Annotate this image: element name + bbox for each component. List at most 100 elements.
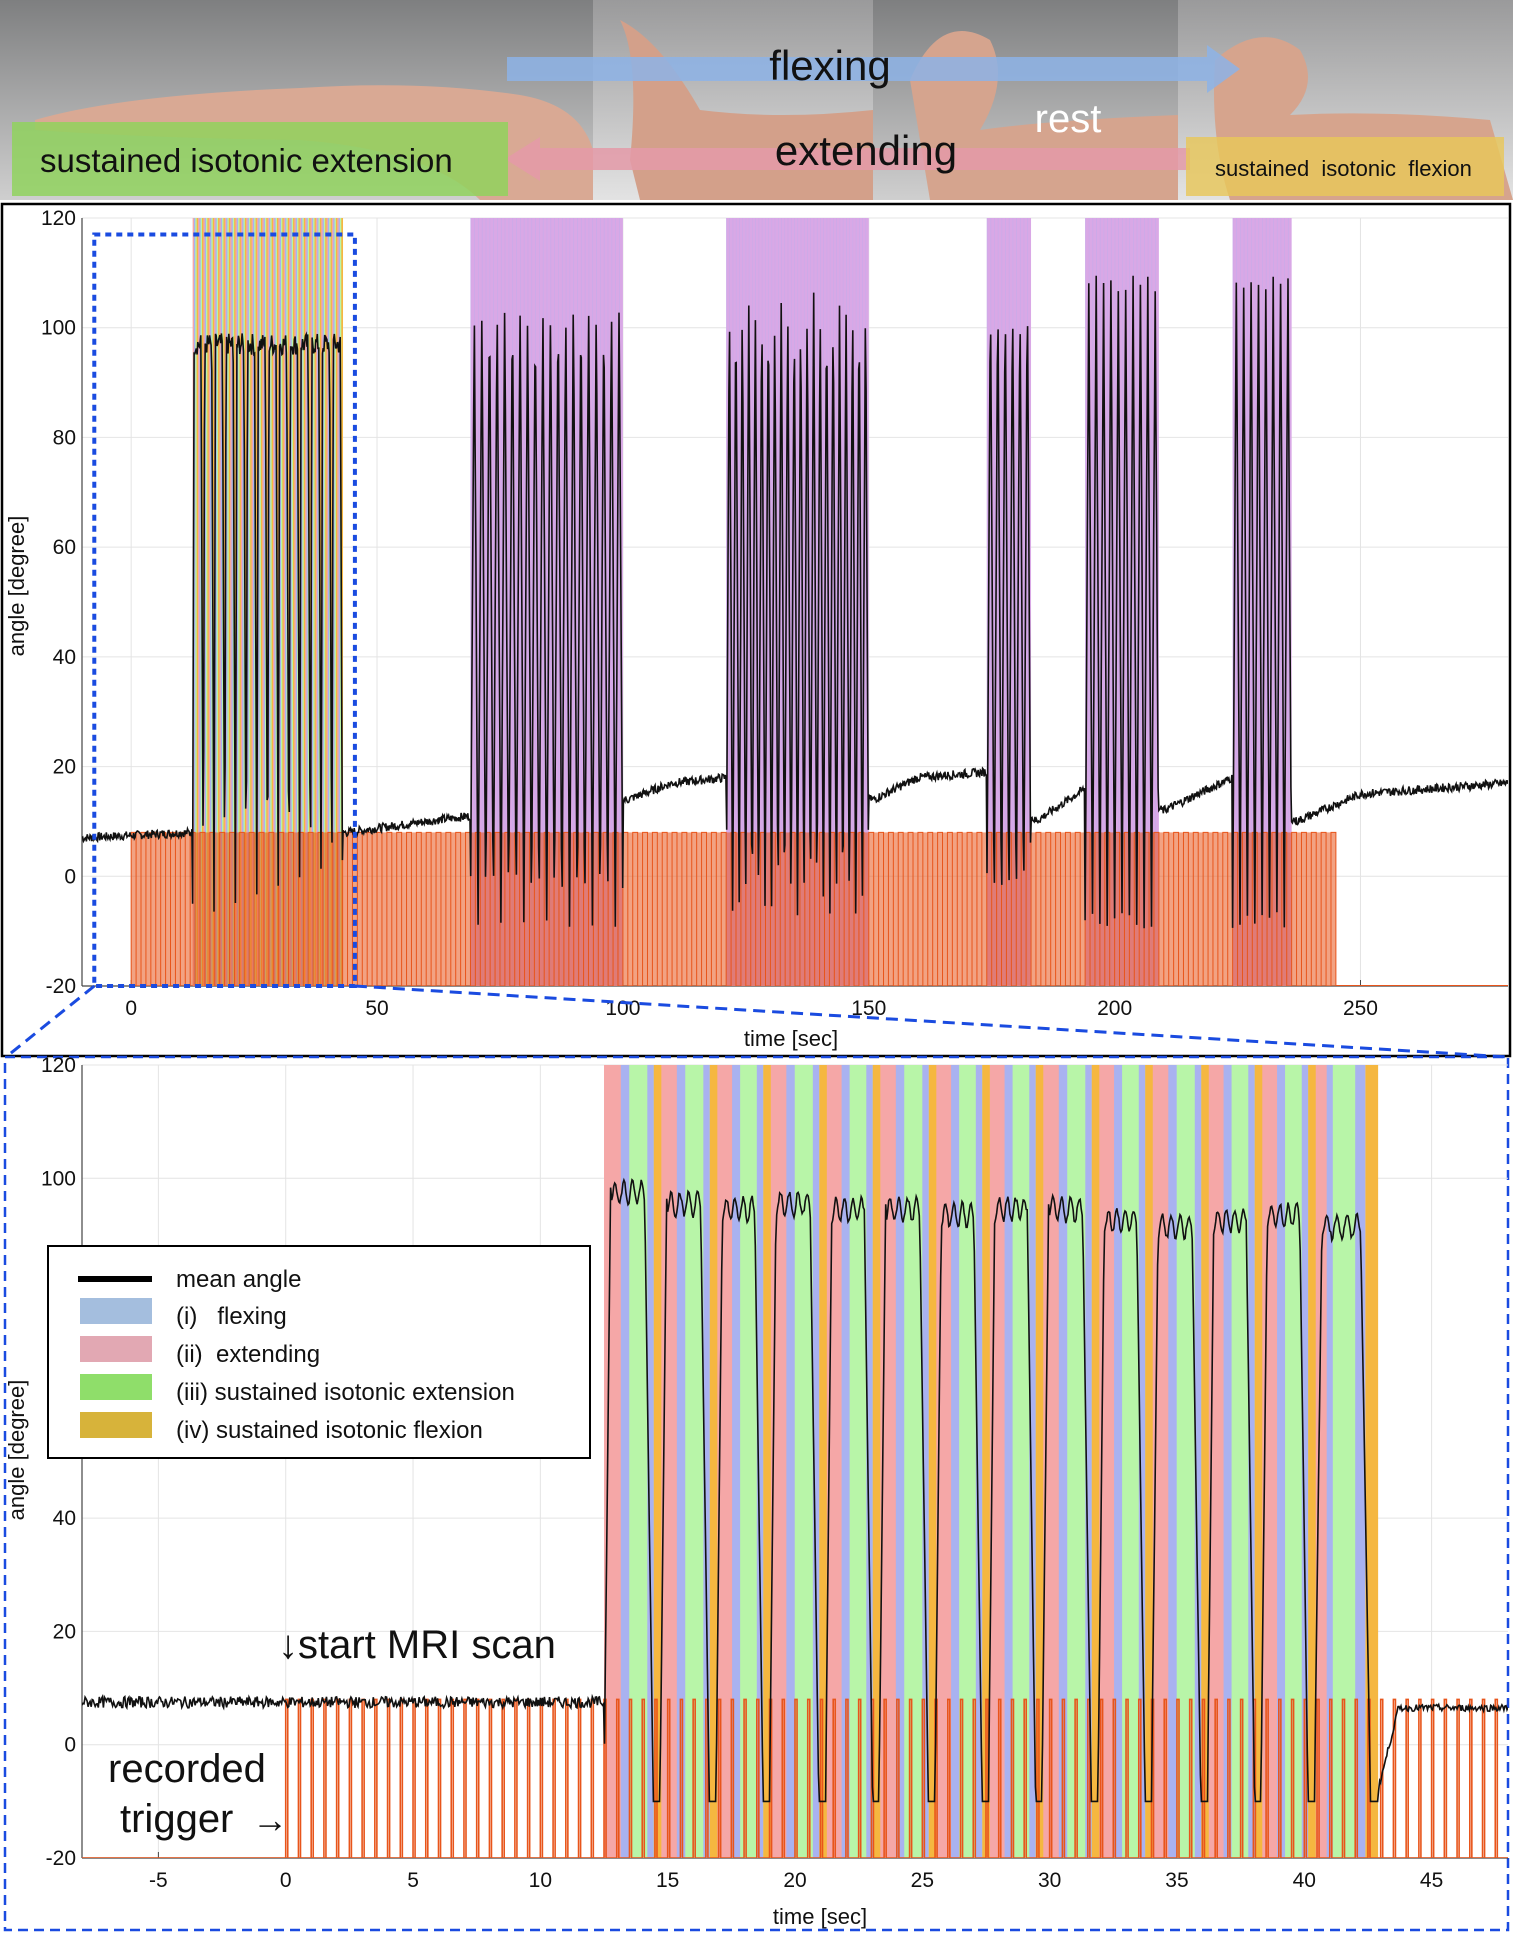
phase-band-flexion (1145, 1065, 1153, 1858)
phase-band (841, 1065, 851, 1858)
phase-stripe (285, 218, 287, 986)
phase-band-flexing (1085, 1065, 1092, 1858)
phase-band-flexing (1301, 1065, 1309, 1858)
phase-stripe (309, 218, 311, 986)
phase-stripe (833, 218, 834, 986)
phase-stripe (810, 218, 811, 986)
phase-stripe (726, 218, 727, 986)
phase-band (1098, 1065, 1115, 1858)
phase-stripe (1016, 218, 1017, 986)
phase-stripe (1099, 218, 1101, 986)
phase-band (604, 1065, 622, 1858)
y-tick-label: 0 (64, 865, 76, 888)
phase-stripe (1151, 218, 1153, 986)
phase-stripe (765, 218, 766, 986)
phase-stripe (520, 218, 521, 986)
phase-stripe (294, 218, 297, 986)
phase-stripe (758, 218, 760, 986)
phase-band-flexing (866, 1065, 873, 1858)
phase-stripe (862, 218, 863, 986)
phase-stripe (226, 218, 228, 986)
phase-stripe (794, 218, 795, 986)
phase-stripe (306, 218, 309, 986)
phase-stripe (272, 218, 275, 986)
top-panel-frame (0, 202, 1512, 1058)
phase-stripe (193, 218, 196, 986)
legend-swatch-flexing (80, 1298, 152, 1324)
phase-stripe (600, 218, 601, 986)
phase-stripe (1092, 218, 1094, 986)
legend-label-extending: (ii) extending (176, 1341, 320, 1368)
phase-stripe (990, 218, 992, 986)
phase-band-flexing (1194, 1065, 1202, 1858)
phase-stripe (1008, 218, 1010, 986)
phase-band-flexion (1308, 1065, 1316, 1858)
y-tick-label: 40 (53, 646, 76, 669)
phase-stripe (287, 218, 290, 986)
phase-stripe (1269, 218, 1271, 986)
phase-stripe (223, 218, 226, 986)
phase-band-flexing (975, 1065, 983, 1858)
phase-stripe (561, 218, 563, 986)
phase-stripe (1121, 218, 1123, 986)
zoom-chart: -5 0 5 10 15 20 25 30 35 40 45 -20 0 20 40 100 120 (41, 1054, 1508, 1892)
phase-stripe (317, 218, 319, 986)
phase-stripe (197, 218, 200, 986)
top-x-axis-label: time [sec] (744, 1026, 838, 1051)
phase-stripe (829, 218, 831, 986)
phase-stripe (290, 218, 293, 986)
phase-stripe (1254, 218, 1256, 986)
phase-stripe (311, 218, 314, 986)
phase-stripe (281, 218, 283, 986)
phase-stripe (768, 218, 769, 986)
phase-stripe (1129, 218, 1131, 986)
y-tick-label: 100 (41, 317, 76, 340)
phase-band (1004, 1065, 1014, 1858)
phase-stripe (855, 218, 857, 986)
phase-stripe (839, 218, 841, 986)
phase-stripe (558, 218, 559, 986)
trigger-arrow: → (252, 1799, 288, 1840)
phase-band-flexion (928, 1065, 937, 1858)
phase-stripe (1243, 218, 1245, 986)
phase-band (951, 1065, 960, 1858)
x-tick-label: -5 (149, 1869, 168, 1892)
phase-stripe (337, 218, 339, 986)
phase-stripe (516, 218, 517, 986)
phase-stripe (1114, 218, 1116, 986)
phase-stripe (279, 218, 282, 986)
phase-stripe (485, 218, 487, 986)
y-tick-label: 120 (41, 207, 76, 230)
phase-stripe (305, 218, 307, 986)
phase-stripe (239, 218, 242, 986)
phase-stripe (781, 218, 782, 986)
phase-band-flexing (812, 1065, 820, 1858)
x-tick-label: 0 (280, 1869, 292, 1892)
phase-stripe (1005, 218, 1006, 986)
phase-stripe (1236, 218, 1237, 986)
phase-stripe (865, 218, 867, 986)
y-tick-label: -20 (46, 1847, 76, 1870)
plot-area (82, 1065, 1508, 1858)
phase-stripe (295, 218, 298, 986)
phase-stripe (797, 218, 799, 986)
sustained-flexion-box (1186, 137, 1504, 196)
phase-band (660, 1065, 678, 1858)
y-tick-label: -20 (46, 975, 76, 998)
phase-band-flexion (709, 1065, 718, 1858)
phase-stripe (230, 218, 232, 986)
phase-stripe (493, 218, 494, 986)
phase-stripe (220, 218, 223, 986)
phase-stripe (481, 218, 483, 986)
phase-band-flexion (872, 1065, 881, 1858)
phase-stripe (215, 218, 218, 986)
phase-band (988, 1065, 1006, 1858)
phase-stripe (1287, 218, 1289, 986)
phase-stripe (238, 218, 240, 986)
phase-stripe (826, 218, 828, 986)
phase-stripe (250, 218, 252, 986)
phase-stripe (1118, 218, 1119, 986)
legend-label-sustained-flexion: (iv) sustained isotonic flexion (176, 1417, 483, 1444)
phase-band (1151, 1065, 1169, 1858)
